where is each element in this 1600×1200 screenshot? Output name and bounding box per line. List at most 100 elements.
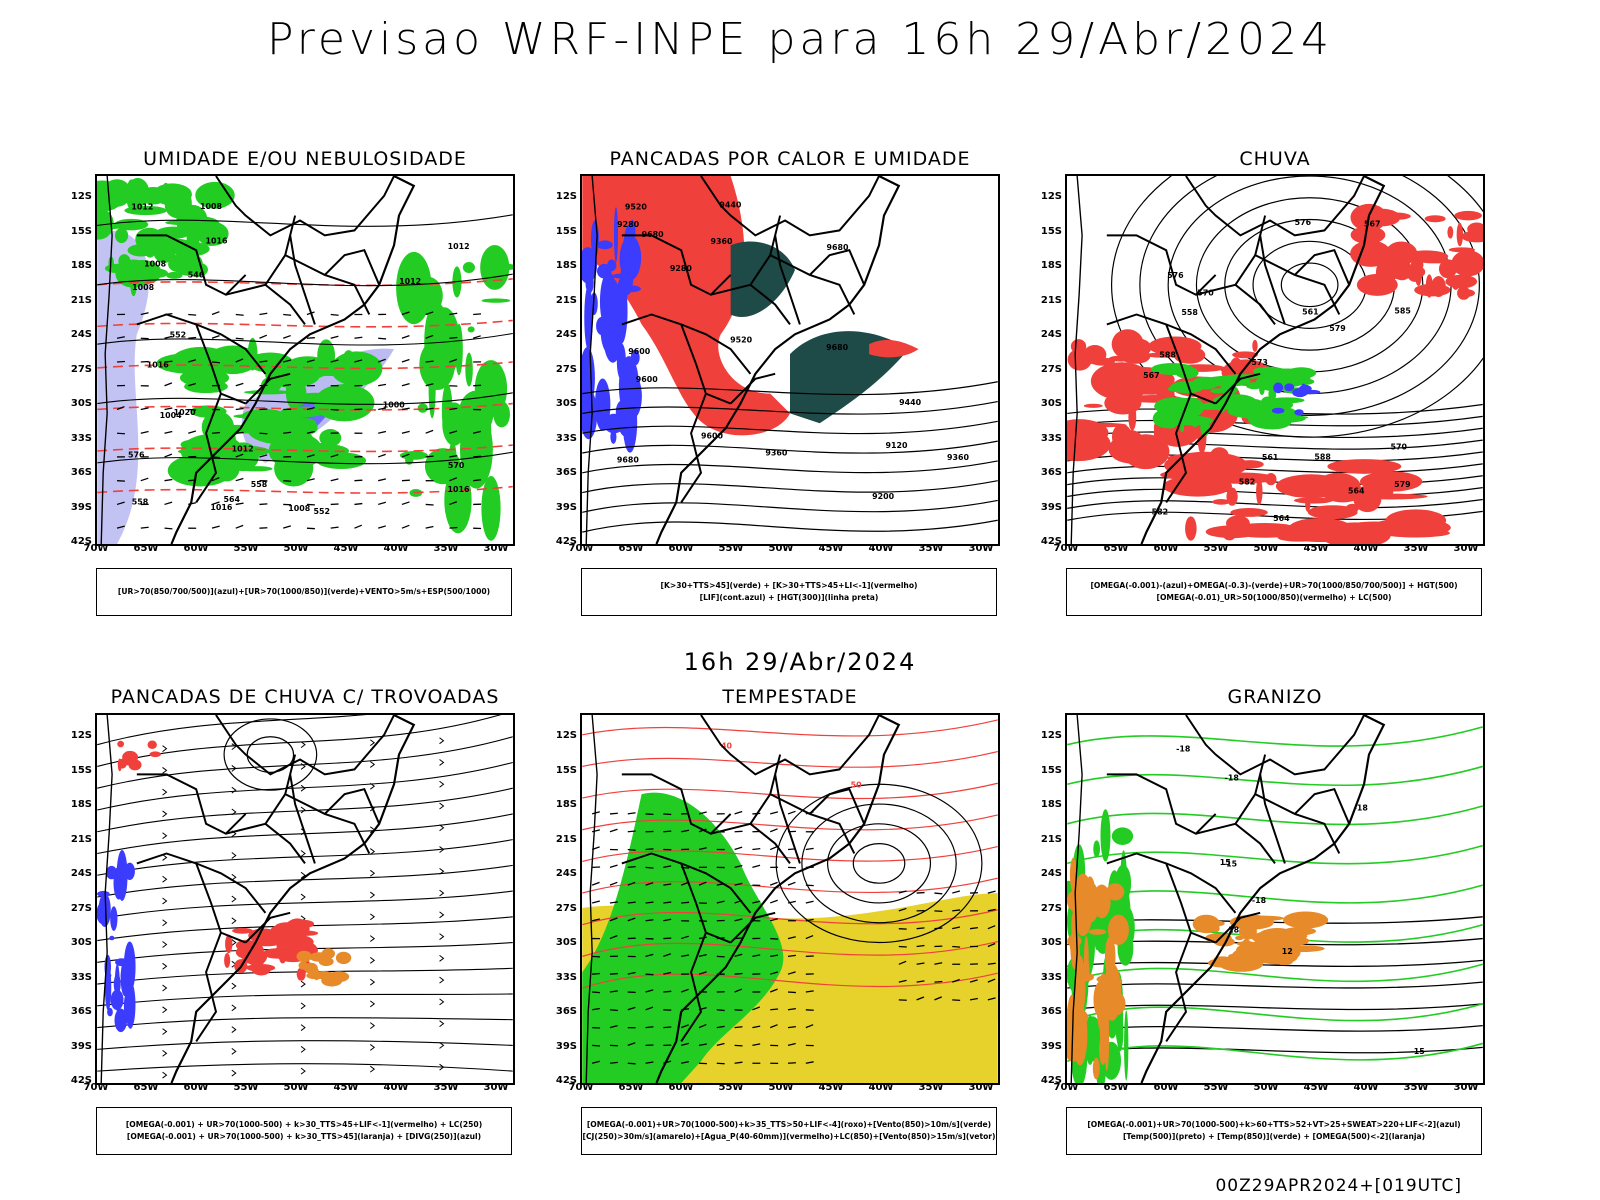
legend-line: [OMEGA(-0.01)_UR>50(1000/850)(vermelho) … [1156,593,1392,602]
wind-850-vector [734,882,743,886]
wind-arrow [162,941,168,948]
longitude-label: 45W [818,1082,844,1093]
state-border-line [244,911,291,944]
wind-vector [116,406,125,411]
state-border-line [809,249,866,286]
rain-area [1256,478,1263,505]
wind-vector [140,312,149,316]
latitude-label: 21S [70,294,92,306]
atlantic-coastline [1140,715,1386,1083]
contour-label: -18 [1225,773,1240,782]
wind-850-vector [934,892,943,895]
latitude-label: 33S [1040,432,1062,444]
wind-vector [116,501,125,506]
state-border-line [1165,393,1192,504]
low-level-humidity-speck [399,451,428,460]
wind-vector [140,477,149,482]
wind-vector [188,336,197,339]
andes-coast-line [100,176,113,544]
wind-850-vector [787,810,796,815]
latitude-label: 12S [1040,730,1062,741]
legend-box: [OMEGA(-0.001)-(azul)+OMEGA(-0.3)-(verde… [1066,568,1482,616]
state-border-line [1195,822,1276,864]
low-level-humidity-speck [481,476,501,541]
rain-area [1067,348,1092,371]
longitude-label: 70W [1053,1082,1079,1093]
wind-850-vector [787,1042,796,1047]
wind-arrow [369,1022,376,1029]
wind-vector [211,431,220,434]
contour-label: 1008 [288,504,311,513]
wind-850-vector [787,1007,796,1011]
wind-vector [401,382,410,387]
wind-850-vector [934,996,942,1001]
longitude-label: 70W [568,543,594,554]
wind-vector [449,526,458,529]
wind-vector [401,407,410,411]
wind-850-vector [663,813,672,816]
wind-850-vector [716,1042,725,1047]
omega500-speck [1107,914,1129,946]
longitude-label: 70W [83,543,109,554]
lif-contour-speck [618,356,639,418]
hgt300-contour [582,519,998,533]
low-level-humidity-speck [168,256,189,273]
contour-label: 552 [170,330,187,339]
low-level-humidity-speck [428,358,436,419]
contour-label: -15 [1223,860,1237,869]
hgt-label: 9200 [872,492,895,501]
hgt300-contour [582,400,998,415]
legend-box: [OMEGA(-0.001)+UR>70(1000-500)+k>35_TTS>… [581,1107,997,1155]
rain-omega-area [1167,386,1183,392]
wind-vector [330,453,339,458]
thunderstorm-area [225,934,233,954]
omega500-speck [1072,1004,1088,1066]
omega500-speck [1292,934,1297,948]
hgt300-contour [582,381,998,396]
north-coastline [215,715,395,776]
longitude-label: 35W [1403,543,1429,554]
low-level-humidity-speck [111,186,126,194]
rain-area [1380,212,1411,220]
thunderstorm-area [149,751,162,758]
wind-vector [211,334,220,339]
low-level-humidity-speck [177,351,226,376]
wind-arrow [231,873,237,881]
map-frame [95,713,515,1085]
wind-vector [377,453,386,458]
wind-vector [472,335,481,339]
low-level-humidity-speck [115,227,129,244]
state-border-line [749,792,856,854]
wind-arrow [439,1042,445,1049]
wind-850-vector [987,942,996,948]
thunderstorm-area [275,922,305,931]
wind-arrow [369,956,376,964]
latitude-label: 30S [1040,937,1062,948]
wind-850-vector [609,901,618,904]
wind-arrow [231,1004,237,1012]
wind-vector [401,524,410,529]
low-level-humidity-speck [462,262,475,274]
wind-vector [401,335,410,339]
thunderstorm-area [117,740,125,748]
wind-850-vector [934,962,943,965]
hgt-label: 9600 [701,432,724,441]
wind-vector [235,337,244,340]
hgt-label: 9360 [947,453,970,462]
wind-850-vector [769,828,778,833]
latitude-label: 36S [1040,467,1062,478]
state-border-line [136,852,267,914]
rain-omega-core [1271,407,1285,414]
omega500-speck [1067,889,1086,912]
legend-line: [OMEGA(-0.001)-(azul)+OMEGA(-0.3)-(verde… [1090,581,1458,590]
wind-850-vector [645,919,654,922]
rain-area [1457,286,1471,300]
lif-contour-speck [602,302,623,363]
hgt-label: 9440 [899,398,922,407]
state-border-line [774,235,801,325]
contour-label: -18 [1354,803,1369,812]
wind-850-vector [916,962,925,965]
latitude-label: 15S [555,225,577,237]
thunderstorm-area [294,930,319,936]
wind-vector [425,455,434,458]
